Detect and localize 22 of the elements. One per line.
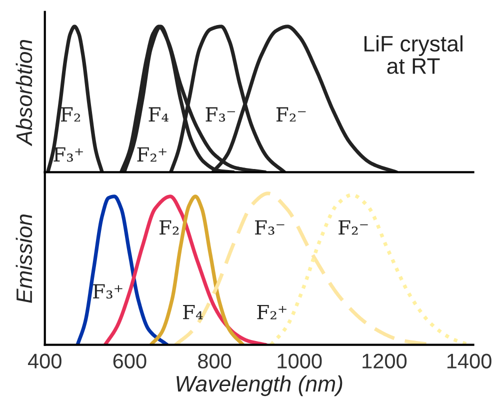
annotation: F₄ xyxy=(148,107,168,122)
annotation: F₂ xyxy=(160,220,179,235)
x-tick-label: 1400 xyxy=(447,354,492,368)
annotation: F₂⁻ xyxy=(338,220,368,235)
x-axis-title: Wavelength (nm) xyxy=(176,375,342,396)
annotation: F₃⁺ xyxy=(93,284,122,299)
y-axis-title: Absorbtion xyxy=(16,40,32,146)
annotation: F₂⁺ xyxy=(257,304,286,320)
annotation: F₄ xyxy=(183,304,203,320)
y-axis-title: Emission xyxy=(16,214,32,303)
x-tick-label: 400 xyxy=(28,354,62,368)
annotation: LiF crystal at RT xyxy=(364,35,462,74)
x-tick-label: 1000 xyxy=(278,354,322,368)
x-tick-label: 1200 xyxy=(362,354,407,368)
x-tick-label: 600 xyxy=(113,354,146,368)
annotation: F₃⁻ xyxy=(206,107,235,122)
annotation: F₂⁺ xyxy=(137,147,166,162)
annotation: F₂⁻ xyxy=(276,107,306,122)
annotation: F₂ xyxy=(60,107,80,122)
annotation: F₃⁻ xyxy=(255,220,284,235)
x-tick-label: 800 xyxy=(198,354,232,368)
annotation: F₃⁺ xyxy=(54,147,83,162)
